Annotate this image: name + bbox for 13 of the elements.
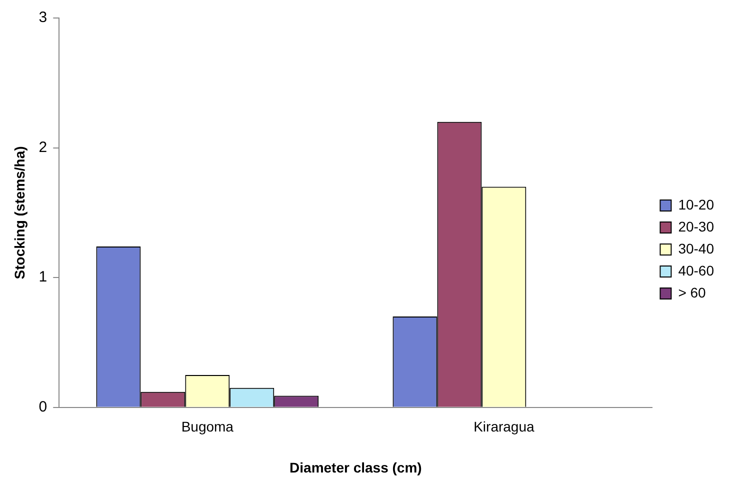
legend-label: > 60	[678, 284, 706, 300]
y-tick-label: 1	[38, 268, 48, 286]
legend-label: 30-40	[678, 240, 714, 256]
x-tick-label: Kiraragua	[474, 418, 534, 435]
y-tick-label: 2	[38, 138, 48, 156]
legend-label: 20-30	[678, 218, 714, 234]
x-axis-title: Diameter class (cm)	[290, 459, 422, 476]
y-tick-label: 3	[38, 9, 48, 26]
legend-label: 40-60	[678, 262, 714, 278]
x-tick-label: Bugoma	[181, 418, 234, 435]
y-tick-label: 0	[38, 398, 48, 416]
y-axis-title: Stocking (stems/ha)	[11, 146, 28, 280]
legend-label: 10-20	[678, 196, 714, 212]
